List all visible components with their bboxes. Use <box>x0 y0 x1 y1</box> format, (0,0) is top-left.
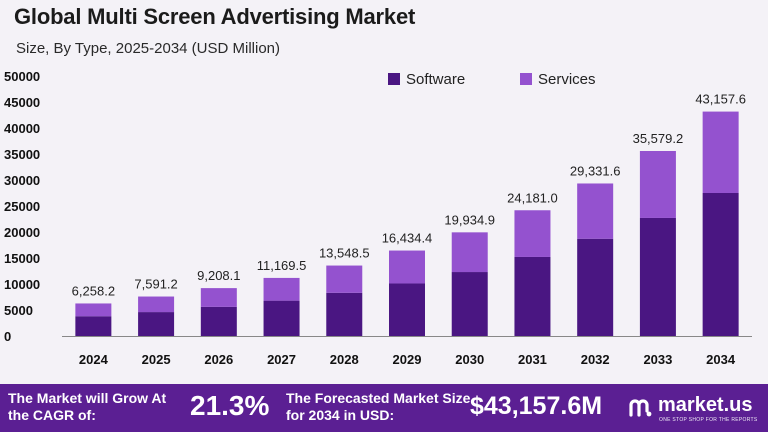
brand-name: market.us <box>658 394 753 416</box>
bar-services-2027 <box>263 277 300 301</box>
y-tick-label: 40000 <box>4 121 40 136</box>
legend-label-services: Services <box>538 71 596 88</box>
cagr-label: The Market will Grow At the CAGR of: <box>8 390 167 423</box>
total-label-2033: 35,579.2 <box>633 131 684 146</box>
x-tick-label-2031: 2031 <box>518 352 547 367</box>
x-tick-label-2027: 2027 <box>267 352 296 367</box>
total-label-2026: 9,208.1 <box>197 268 240 283</box>
bar-services-2034 <box>702 111 739 193</box>
brand-logo[interactable]: market.us ONE STOP SHOP FOR THE REPORTS <box>628 392 764 426</box>
bar-software-2031 <box>514 256 551 336</box>
x-tick-label-2026: 2026 <box>204 352 233 367</box>
y-tick-label: 30000 <box>4 173 40 188</box>
y-tick-label: 0 <box>4 329 11 344</box>
x-tick-label-2025: 2025 <box>142 352 171 367</box>
chart-subtitle: Size, By Type, 2025-2034 (USD Million) <box>16 40 281 57</box>
total-label-2025: 7,591.2 <box>134 277 177 292</box>
stacked-bar-chart: 0 5000 10000 15000 20000 25000 30000 35000 40000… <box>4 69 752 367</box>
forecast-size-value: $43,157.6M <box>470 392 603 420</box>
forecast-size-label: The Forecasted Market Size for 2034 in U… <box>286 390 471 423</box>
bar-software-2030 <box>451 272 488 336</box>
y-tick-label: 10000 <box>4 277 40 292</box>
total-label-2034: 43,157.6 <box>695 92 746 107</box>
bar-services-2028 <box>326 265 363 293</box>
x-tick-label-2030: 2030 <box>455 352 484 367</box>
bar-software-2029 <box>389 283 425 336</box>
y-tick-label: 25000 <box>4 199 40 214</box>
bar-services-2025 <box>138 296 175 313</box>
y-tick-label: 50000 <box>4 69 40 84</box>
bar-services-2032 <box>577 183 614 239</box>
legend-swatch-services <box>520 73 532 85</box>
total-label-2027: 11,169.5 <box>257 258 307 273</box>
x-tick-label-2033: 2033 <box>643 352 672 367</box>
market-us-logo-icon <box>629 399 652 417</box>
total-label-2030: 19,934.9 <box>444 212 495 227</box>
total-label-2032: 29,331.6 <box>570 163 621 178</box>
x-tick-label-2034: 2034 <box>706 352 736 367</box>
page-title: Global Multi Screen Advertising Market <box>14 4 416 29</box>
bar-software-2032 <box>577 238 614 336</box>
bar-services-2033 <box>639 150 676 218</box>
cagr-value: 21.3% <box>190 390 270 421</box>
bar-services-2024 <box>75 303 112 317</box>
x-tick-label-2024: 2024 <box>79 352 109 367</box>
y-tick-label: 20000 <box>4 225 40 240</box>
total-label-2031: 24,181.0 <box>507 190 558 205</box>
bar-software-2033 <box>639 217 676 336</box>
total-label-2028: 13,548.5 <box>319 246 370 261</box>
bar-services-2031 <box>514 210 551 257</box>
x-tick-label-2032: 2032 <box>581 352 610 367</box>
bar-services-2030 <box>451 232 488 273</box>
legend-label-software: Software <box>406 71 465 88</box>
brand-tagline: ONE STOP SHOP FOR THE REPORTS <box>659 417 758 423</box>
bar-software-2026 <box>200 306 237 336</box>
bar-services-2026 <box>200 288 237 307</box>
bar-software-2028 <box>326 292 363 336</box>
x-tick-label-2028: 2028 <box>330 352 359 367</box>
y-tick-label: 45000 <box>4 95 40 110</box>
footer-banner: The Market will Grow At the CAGR of: 21.… <box>0 384 768 432</box>
y-tick-label: 35000 <box>4 147 40 162</box>
y-tick-label: 5000 <box>4 303 33 318</box>
y-tick-label: 15000 <box>4 251 40 266</box>
bar-services-2029 <box>389 250 425 284</box>
total-label-2029: 16,434.4 <box>382 231 433 246</box>
bar-software-2027 <box>263 300 300 336</box>
bar-software-2025 <box>138 312 175 336</box>
legend-swatch-software <box>388 73 400 85</box>
total-label-2024: 6,258.2 <box>72 283 115 298</box>
x-tick-label-2029: 2029 <box>393 352 422 367</box>
bar-software-2024 <box>75 316 112 336</box>
bar-software-2034 <box>702 193 739 336</box>
